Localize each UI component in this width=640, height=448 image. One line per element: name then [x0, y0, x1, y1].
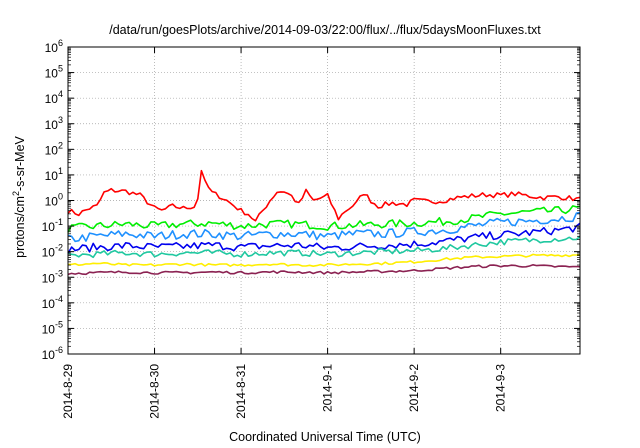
- y-axis-label: protons/cm2-s-sr-MeV: [11, 135, 27, 257]
- y-tick-exp: -5: [55, 319, 63, 329]
- y-tick-label: 100: [45, 192, 63, 209]
- y-tick-exp: -2: [55, 243, 63, 253]
- series-layer: [67, 169, 581, 276]
- y-tick-base: 10: [45, 143, 59, 157]
- y-tick-label: 105: [45, 64, 63, 81]
- series-line: [67, 222, 581, 254]
- y-tick-label: 106: [45, 38, 63, 55]
- y-tick-exp: 3: [58, 115, 63, 125]
- tick-marks: [67, 46, 580, 355]
- y-axis-label-pre: protons/cm: [13, 196, 27, 258]
- y-tick-base: 10: [45, 169, 59, 183]
- y-tick-exp: 4: [58, 89, 63, 99]
- series-line: [68, 253, 581, 267]
- y-tick-label: 10-4: [42, 294, 63, 311]
- y-tick-exp: 1: [58, 166, 63, 176]
- x-axis-label: Coordinated Universal Time (UTC): [229, 430, 421, 444]
- y-tick-base: 10: [45, 118, 59, 132]
- x-tick-label: 2014-8-30: [148, 364, 162, 419]
- y-tick-exp: -4: [55, 294, 63, 304]
- x-tick-label: 2014-8-31: [234, 364, 248, 419]
- y-tick-label: 10-6: [42, 345, 63, 362]
- y-tick-base: 10: [42, 322, 56, 336]
- series-line: [67, 211, 581, 243]
- y-tick-label: 10-2: [42, 243, 63, 260]
- y-tick-base: 10: [42, 220, 56, 234]
- y-tick-label: 10-5: [42, 319, 63, 336]
- y-tick-label: 10-1: [42, 217, 63, 234]
- y-tick-base: 10: [42, 348, 56, 362]
- y-tick-exp: 2: [58, 140, 63, 150]
- y-axis-label-sup: 2: [11, 191, 21, 196]
- y-tick-label: 102: [45, 140, 63, 157]
- grid-lines: [67, 47, 580, 354]
- y-tick-base: 10: [42, 246, 56, 260]
- x-tick-labels: 2014-8-29 2014-8-30 2014-8-31 2014-9-1 2014-…: [61, 364, 508, 419]
- y-axis-label-post: -s-sr-MeV: [13, 135, 27, 191]
- y-tick-labels: 10-610-510-410-310-210-11001011021031041…: [42, 38, 63, 362]
- series-line: [67, 235, 581, 259]
- x-tick-label: 2014-9-2: [407, 364, 421, 412]
- y-tick-label: 101: [45, 166, 63, 183]
- series-line: [67, 264, 581, 276]
- y-tick-exp: -6: [55, 345, 63, 355]
- y-tick-label: 104: [45, 89, 63, 106]
- y-tick-exp: 6: [58, 38, 63, 48]
- y-tick-exp: -1: [55, 217, 63, 227]
- y-tick-base: 10: [45, 92, 59, 106]
- y-tick-base: 10: [45, 67, 59, 81]
- series-line: [67, 205, 581, 233]
- y-tick-base: 10: [42, 271, 56, 285]
- y-tick-exp: 0: [58, 192, 63, 202]
- y-tick-base: 10: [42, 297, 56, 311]
- x-tick-label: 2014-8-29: [61, 364, 75, 419]
- y-tick-exp: 5: [58, 64, 63, 74]
- y-tick-base: 10: [45, 195, 59, 209]
- y-tick-label: 103: [45, 115, 63, 132]
- y-tick-label: 10-3: [42, 268, 63, 285]
- y-tick-exp: -3: [55, 268, 63, 278]
- x-tick-label: 2014-9-1: [321, 364, 335, 412]
- y-tick-base: 10: [45, 41, 59, 55]
- series-line: [67, 169, 581, 222]
- x-tick-label: 2014-9-3: [494, 364, 508, 412]
- chart-title: /data/run/goesPlots/archive/2014-09-03/2…: [109, 23, 541, 37]
